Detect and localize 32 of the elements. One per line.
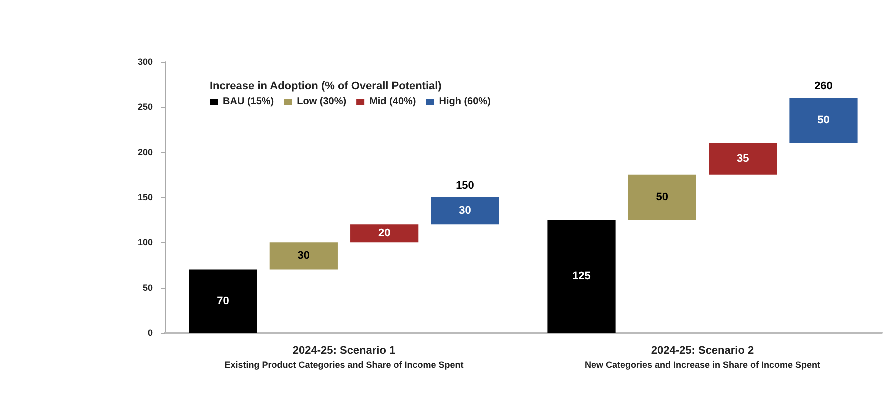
legend-label: Mid (40%) — [370, 96, 416, 108]
y-tick-label: 250 — [138, 102, 153, 112]
total-label: 260 — [814, 80, 833, 93]
y-tick-label: 200 — [138, 147, 153, 158]
bar — [709, 143, 778, 175]
total-label: 150 — [456, 180, 474, 192]
x-tick-label: 2024-25: Scenario 1 Existing Product Categories and Share of Income Spent — [224, 345, 464, 370]
y-tick-label: 50 — [142, 282, 153, 293]
data-label: 30 — [298, 250, 310, 262]
data-label: 30 — [459, 205, 472, 218]
data-label: 125 — [572, 270, 591, 283]
data-label: 20 — [378, 228, 391, 240]
legend-title: Increase in Adoption (% of Overall Potential) — [210, 80, 442, 92]
x-tick-label: 2024-25: Scenario 2 New Categories and Increase in Share of Income Spent — [584, 345, 821, 370]
bar — [790, 98, 858, 144]
y-tick-label: 100 — [138, 238, 153, 248]
bar — [270, 242, 338, 270]
legend-label: BAU (15%) — [223, 96, 274, 108]
legend-label: Low (30%) — [297, 96, 347, 108]
y-tick-label: 0 — [148, 328, 153, 338]
data-label: 50 — [656, 192, 669, 204]
data-label: 35 — [736, 153, 750, 166]
bar — [350, 224, 419, 243]
y-tick-label: 300 — [138, 57, 153, 67]
bar — [548, 220, 616, 333]
legend-label: High (60%) — [439, 96, 491, 108]
bar — [628, 174, 696, 220]
data-label: 50 — [818, 114, 830, 127]
y-tick-label: 150 — [138, 192, 153, 202]
bar — [431, 198, 500, 225]
bar — [189, 270, 258, 333]
data-label: 70 — [217, 295, 230, 308]
